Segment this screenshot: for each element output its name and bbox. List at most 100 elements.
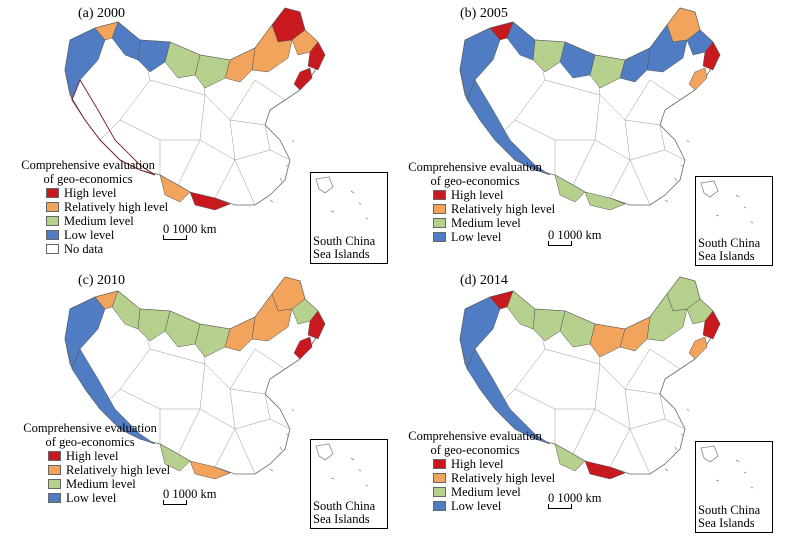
border-region-ne-tip <box>702 41 721 71</box>
legend-item-medium: Medium level <box>433 216 555 230</box>
panel-title: (b) 2005 <box>460 6 508 21</box>
border-region-tibet <box>466 348 551 445</box>
map-panel-2010: (c) 2010 Comprehensive evaluation of geo… <box>0 269 394 538</box>
legend-item-rel-high: Relatively high level <box>433 202 555 216</box>
border-region-yunnan <box>159 443 191 472</box>
map-panel-2014: (d) 2014 Comprehensive evaluation of geo… <box>395 269 789 538</box>
border-region-tibet <box>71 348 156 445</box>
province-boundary <box>659 124 686 161</box>
scale-bar: 0 1000 km <box>548 228 601 246</box>
scale-bar: 0 1000 km <box>163 222 216 240</box>
panel-title: (c) 2010 <box>78 273 126 288</box>
panel-title: (d) 2014 <box>460 273 508 288</box>
china-map <box>459 276 721 480</box>
coastal-islands <box>664 139 690 203</box>
inset-map <box>315 443 369 487</box>
inset-map <box>700 180 754 224</box>
legend-item-medium: Medium level <box>46 214 168 228</box>
map-legend: Comprehensive evaluation of geo-economic… <box>8 158 168 256</box>
legend-item-low: Low level <box>48 491 170 505</box>
province-boundary <box>264 393 291 430</box>
border-region-ne-coast <box>293 67 313 91</box>
coastal-islands <box>269 139 295 203</box>
province-boundary <box>629 428 651 475</box>
legend-subtitle: of geo-economics <box>430 443 520 457</box>
south-china-sea-inset: South China Sea Islands <box>310 439 388 529</box>
province-boundary <box>254 348 286 370</box>
legend-item-rel-high: Relatively high level <box>48 463 170 477</box>
inset-label: South China Sea Islands <box>698 236 761 263</box>
coastal-islands <box>269 408 295 472</box>
legend-item-low: Low level <box>433 499 555 513</box>
china-map <box>64 276 326 480</box>
inset-map <box>315 176 369 220</box>
border-region-guangxi <box>189 460 231 480</box>
province-boundary <box>629 159 651 206</box>
border-region-yunnan <box>554 443 586 472</box>
legend-title: Comprehensive evaluation <box>23 421 157 435</box>
legend-title: Comprehensive evaluation <box>408 429 542 443</box>
map-panel-2005: (b) 2005 Comprehensive evaluation of geo… <box>395 0 789 269</box>
legend-item-low: Low level <box>46 228 168 242</box>
border-region-ne-south <box>251 293 293 342</box>
china-map <box>64 7 326 211</box>
border-region-ne-tip <box>307 41 326 71</box>
legend-item-high: High level <box>48 449 170 463</box>
province-boundary <box>649 348 681 370</box>
south-china-sea-inset: South China Sea Islands <box>695 441 773 533</box>
border-region-yunnan <box>554 174 586 203</box>
legend-item-rel-high: Relatively high level <box>46 200 168 214</box>
province-boundary <box>234 159 256 206</box>
south-china-sea-inset: South China Sea Islands <box>310 172 388 264</box>
border-region-tibet <box>466 79 551 176</box>
border-region-ne-tip <box>307 310 326 340</box>
legend-title: Comprehensive evaluation <box>21 158 155 172</box>
legend-title: Comprehensive evaluation <box>408 160 542 174</box>
border-region-yunnan <box>159 174 191 203</box>
province-boundary <box>234 428 256 475</box>
legend-subtitle: of geo-economics <box>45 435 135 449</box>
border-region-ne-coast <box>293 336 313 360</box>
legend-item-nodata: No data <box>46 242 168 256</box>
border-region-ne-tip <box>702 310 721 340</box>
border-region-xj-tip <box>94 290 119 310</box>
province-boundary <box>254 79 286 101</box>
border-region-guangxi <box>189 191 231 211</box>
border-region-ne-south <box>646 293 688 342</box>
border-region-xj-tip <box>94 21 119 41</box>
legend-item-low: Low level <box>433 230 555 244</box>
province-boundary <box>624 79 651 121</box>
panel-title: (a) 2000 <box>78 6 126 21</box>
legend-item-high: High level <box>433 188 555 202</box>
legend-item-high: High level <box>46 186 168 200</box>
map-legend: Comprehensive evaluation of geo-economic… <box>395 160 555 244</box>
map-panel-2000: (a) 2000 Comprehensive evaluation of geo… <box>0 0 394 269</box>
legend-item-high: High level <box>433 457 555 471</box>
province-boundary <box>264 124 291 161</box>
legend-subtitle: of geo-economics <box>430 174 520 188</box>
legend-item-medium: Medium level <box>48 477 170 491</box>
south-china-sea-inset: South China Sea Islands <box>695 176 773 266</box>
scale-bar: 0 1000 km <box>548 491 601 509</box>
inset-label: South China Sea Islands <box>698 503 761 530</box>
province-boundary <box>649 79 681 101</box>
scale-bar: 0 1000 km <box>163 487 216 505</box>
legend-item-medium: Medium level <box>433 485 555 499</box>
inset-label: South China Sea Islands <box>313 234 376 261</box>
border-region-guangxi <box>584 191 626 211</box>
border-region-ne-coast <box>688 67 708 91</box>
inset-map <box>700 445 754 489</box>
province-boundary <box>229 348 256 390</box>
border-region-ne-south <box>251 24 293 73</box>
border-region-xj-tip <box>489 21 514 41</box>
border-region-guangxi <box>584 460 626 480</box>
border-region-ne-coast <box>688 336 708 360</box>
coastal-islands <box>664 408 690 472</box>
legend-item-rel-high: Relatively high level <box>433 471 555 485</box>
province-boundary <box>229 79 256 121</box>
china-map <box>459 7 721 211</box>
border-region-tibet <box>71 78 156 176</box>
border-region-xj-tip <box>489 290 514 310</box>
map-legend: Comprehensive evaluation of geo-economic… <box>10 421 170 505</box>
inset-label: South China Sea Islands <box>313 499 376 526</box>
